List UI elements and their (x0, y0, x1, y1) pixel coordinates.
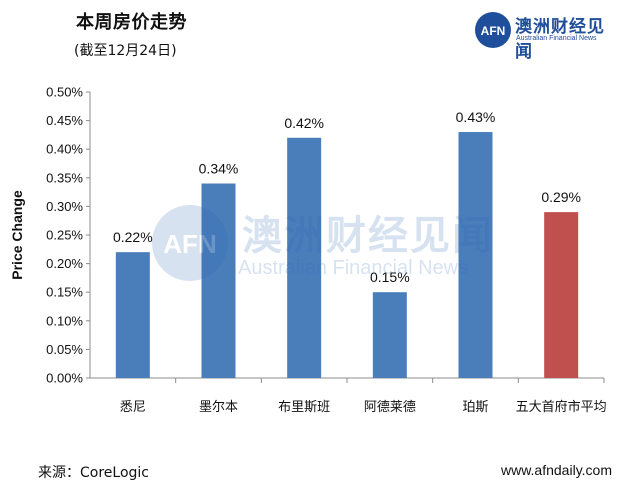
y-tick-label: 0.45% (46, 113, 83, 128)
data-label: 0.15% (370, 269, 410, 285)
y-tick-label: 0.35% (46, 170, 83, 185)
brand-logo-text: AFN (481, 24, 506, 38)
y-tick-label: 0.15% (46, 285, 83, 300)
data-label: 0.43% (456, 109, 496, 125)
bar-2 (201, 183, 236, 378)
y-tick-label: 0.40% (46, 142, 83, 157)
data-label: 0.29% (541, 189, 581, 205)
source-note: 来源：CoreLogic (38, 465, 149, 481)
afn-logo-icon: AFN (475, 12, 511, 48)
bar-6 (544, 212, 579, 378)
bar-3 (287, 137, 322, 378)
y-axis-title: Price Change (9, 190, 25, 280)
y-tick-label: 0.05% (46, 342, 83, 357)
bar-1 (115, 252, 150, 378)
brand-logo: AFN 澳洲财经见闻 Australian Financial News (473, 10, 613, 62)
chart-title: 本周房价走势 (76, 12, 187, 33)
x-tick-label: 布里斯班 (278, 400, 330, 415)
x-tick-label: 墨尔本 (199, 400, 238, 415)
bar-5 (458, 132, 493, 378)
brand-name-cn: 澳洲财经见闻 (515, 17, 605, 62)
x-tick-label: 阿德莱德 (364, 400, 416, 415)
x-tick-label: 珀斯 (462, 400, 488, 415)
y-tick-label: 0.10% (46, 313, 83, 328)
y-tick-label: 0.25% (46, 228, 83, 243)
x-tick-label: 悉尼 (120, 400, 146, 415)
y-tick-label: 0.00% (46, 371, 83, 386)
x-tick-label: 五大首府市平均 (516, 399, 607, 415)
bar-4 (372, 292, 407, 378)
data-label: 0.22% (113, 229, 153, 245)
y-tick-label: 0.20% (46, 256, 83, 271)
chart-subtitle: (截至12月24日) (74, 43, 177, 59)
website-url: www.afndaily.com (500, 462, 612, 478)
y-tick-label: 0.50% (46, 85, 83, 100)
data-label: 0.42% (284, 115, 324, 131)
brand-name-en: Australian Financial News (516, 35, 597, 42)
data-label: 0.34% (199, 161, 239, 177)
y-tick-label: 0.30% (46, 199, 83, 214)
